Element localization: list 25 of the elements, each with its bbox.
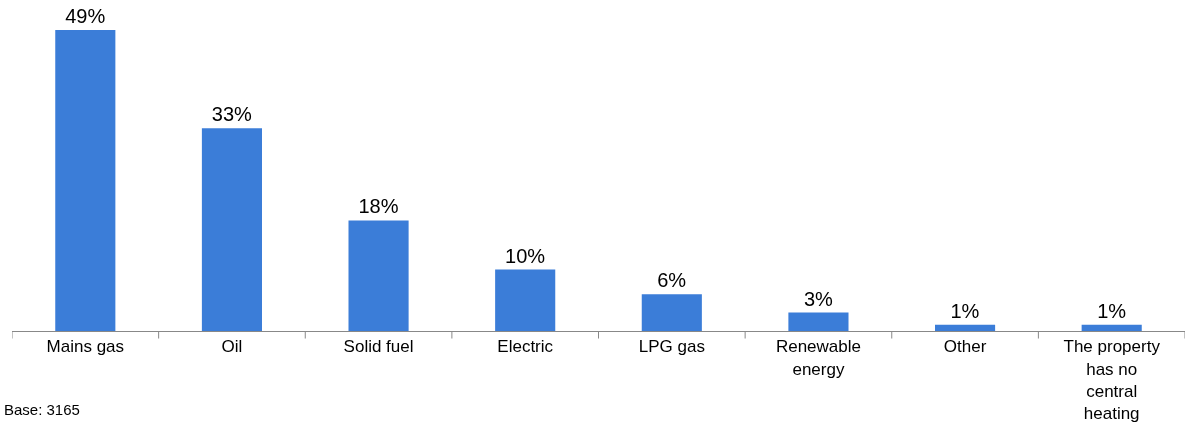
data-label: 10% [505, 244, 546, 267]
bar [641, 294, 702, 331]
data-label: 33% [211, 103, 253, 126]
bar [935, 324, 996, 331]
x-tick-label: Solid fuel [343, 337, 414, 357]
data-label: 1% [1097, 299, 1127, 322]
data-label: 6% [657, 269, 687, 292]
x-tick-label: Oil [221, 337, 243, 357]
bar [495, 269, 556, 331]
bar [201, 128, 262, 331]
bar [1081, 324, 1142, 331]
x-tick-label: Other [943, 337, 987, 357]
text: Base: 3165 [4, 401, 80, 418]
x-tick-label: LPG gas [638, 337, 705, 357]
x-tick-label: The property has no central heating [1063, 337, 1161, 423]
bar [55, 30, 116, 331]
data-label: 18% [358, 195, 399, 218]
data-label: 1% [950, 299, 980, 322]
data-label: 3% [803, 287, 833, 310]
x-tick-label: Electric [497, 337, 554, 357]
bar [348, 220, 409, 331]
bar [788, 312, 849, 331]
x-tick-label: Mains gas [46, 337, 125, 357]
x-tick-label: Renewable energy [775, 337, 861, 379]
data-label: 49% [65, 5, 106, 27]
